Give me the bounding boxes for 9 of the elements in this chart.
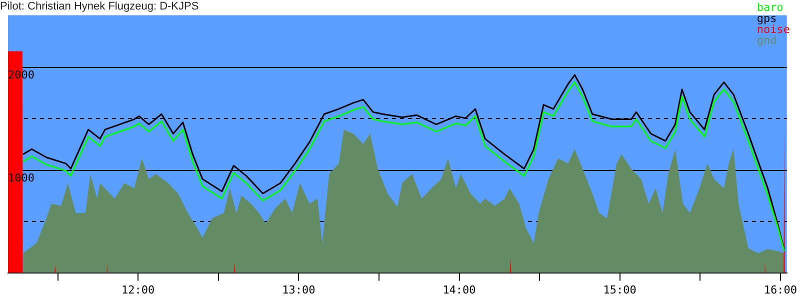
chart-title: Pilot: Christian Hynek Flugzeug: D-KJPS bbox=[0, 0, 199, 13]
x-tick-label: 13:00 bbox=[282, 283, 316, 296]
x-tick-label: 15:00 bbox=[603, 283, 636, 296]
text: baro bbox=[756, 1, 784, 14]
x-tick-label: 12:00 bbox=[122, 283, 155, 296]
x-tick-label: 14:00 bbox=[442, 283, 476, 296]
text: gps bbox=[756, 12, 777, 25]
text: gnd bbox=[756, 34, 778, 47]
x-tick-label: 16:00 bbox=[764, 283, 797, 296]
